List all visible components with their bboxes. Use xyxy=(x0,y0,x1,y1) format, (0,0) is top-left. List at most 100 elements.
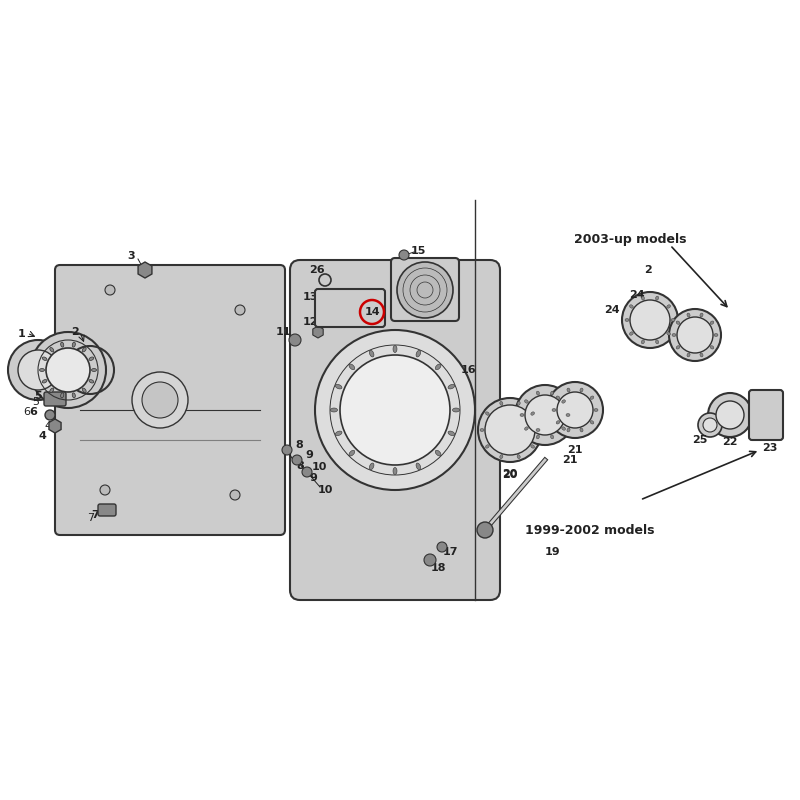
Text: 25: 25 xyxy=(692,435,708,445)
Circle shape xyxy=(282,445,292,455)
Ellipse shape xyxy=(89,379,94,383)
Ellipse shape xyxy=(562,427,566,430)
Text: 6: 6 xyxy=(29,407,37,417)
Text: 4: 4 xyxy=(45,421,51,431)
Text: 2003-up models: 2003-up models xyxy=(574,234,686,246)
Ellipse shape xyxy=(50,347,54,352)
Ellipse shape xyxy=(393,467,397,474)
Text: 24: 24 xyxy=(604,305,620,315)
Circle shape xyxy=(630,300,670,340)
FancyBboxPatch shape xyxy=(315,289,385,327)
Ellipse shape xyxy=(500,454,503,458)
Text: 3: 3 xyxy=(127,251,135,261)
Ellipse shape xyxy=(82,388,86,393)
Ellipse shape xyxy=(676,346,680,349)
Circle shape xyxy=(235,305,245,315)
Ellipse shape xyxy=(700,313,703,317)
Circle shape xyxy=(132,372,188,428)
Circle shape xyxy=(292,455,302,465)
Circle shape xyxy=(716,401,744,429)
Ellipse shape xyxy=(517,402,520,406)
Ellipse shape xyxy=(536,391,539,395)
Text: 23: 23 xyxy=(762,443,778,453)
Circle shape xyxy=(8,340,68,400)
Ellipse shape xyxy=(714,334,718,337)
Ellipse shape xyxy=(91,369,97,371)
Ellipse shape xyxy=(687,353,690,357)
Text: 12: 12 xyxy=(302,317,318,327)
Circle shape xyxy=(478,398,542,462)
Text: 17: 17 xyxy=(442,547,458,557)
Text: 6: 6 xyxy=(23,407,30,417)
Ellipse shape xyxy=(42,379,47,383)
Ellipse shape xyxy=(671,318,675,322)
Circle shape xyxy=(302,467,312,477)
Ellipse shape xyxy=(556,421,560,424)
Ellipse shape xyxy=(556,396,560,399)
Ellipse shape xyxy=(567,428,570,432)
Text: 1: 1 xyxy=(18,329,26,339)
Ellipse shape xyxy=(82,347,86,352)
Ellipse shape xyxy=(531,445,534,448)
Ellipse shape xyxy=(550,435,554,439)
Circle shape xyxy=(485,405,535,455)
Ellipse shape xyxy=(416,463,421,470)
Ellipse shape xyxy=(500,402,503,406)
Text: 16: 16 xyxy=(460,365,476,375)
Text: 8: 8 xyxy=(295,440,303,450)
Circle shape xyxy=(289,334,301,346)
Ellipse shape xyxy=(580,388,583,392)
Text: 9: 9 xyxy=(305,450,313,460)
Text: 5: 5 xyxy=(34,391,42,401)
FancyBboxPatch shape xyxy=(749,390,783,440)
Ellipse shape xyxy=(435,450,441,456)
Ellipse shape xyxy=(536,429,540,431)
Ellipse shape xyxy=(666,332,670,335)
Ellipse shape xyxy=(525,400,528,403)
Ellipse shape xyxy=(531,412,534,415)
Ellipse shape xyxy=(349,450,354,456)
Circle shape xyxy=(30,332,106,408)
Circle shape xyxy=(315,302,325,312)
Ellipse shape xyxy=(416,350,421,357)
Ellipse shape xyxy=(700,353,703,357)
Ellipse shape xyxy=(72,342,75,347)
FancyBboxPatch shape xyxy=(55,265,285,535)
Ellipse shape xyxy=(642,296,645,300)
Circle shape xyxy=(622,292,678,348)
Ellipse shape xyxy=(453,408,459,412)
Ellipse shape xyxy=(672,334,676,337)
Ellipse shape xyxy=(61,393,64,398)
Text: 20: 20 xyxy=(502,469,518,479)
Ellipse shape xyxy=(666,305,670,308)
Ellipse shape xyxy=(72,393,75,398)
Circle shape xyxy=(437,542,447,552)
Ellipse shape xyxy=(567,388,570,392)
Ellipse shape xyxy=(655,296,658,300)
Circle shape xyxy=(525,395,565,435)
Text: 21: 21 xyxy=(567,445,582,455)
Text: 4: 4 xyxy=(38,431,46,441)
Circle shape xyxy=(105,285,115,295)
Ellipse shape xyxy=(655,340,658,344)
Text: 7: 7 xyxy=(87,513,94,523)
Ellipse shape xyxy=(39,369,45,371)
Circle shape xyxy=(669,309,721,361)
Ellipse shape xyxy=(642,340,645,344)
FancyBboxPatch shape xyxy=(290,260,500,600)
Text: 13: 13 xyxy=(302,292,318,302)
Text: 14: 14 xyxy=(364,307,380,317)
Circle shape xyxy=(399,250,409,260)
Ellipse shape xyxy=(676,321,680,324)
Ellipse shape xyxy=(630,332,634,335)
FancyBboxPatch shape xyxy=(44,392,66,406)
Text: 18: 18 xyxy=(430,563,446,573)
Circle shape xyxy=(142,382,178,418)
Ellipse shape xyxy=(552,409,556,411)
Text: 26: 26 xyxy=(309,265,325,275)
Ellipse shape xyxy=(486,445,489,448)
Circle shape xyxy=(547,382,603,438)
Ellipse shape xyxy=(335,431,342,436)
Circle shape xyxy=(18,350,58,390)
Ellipse shape xyxy=(480,429,484,431)
